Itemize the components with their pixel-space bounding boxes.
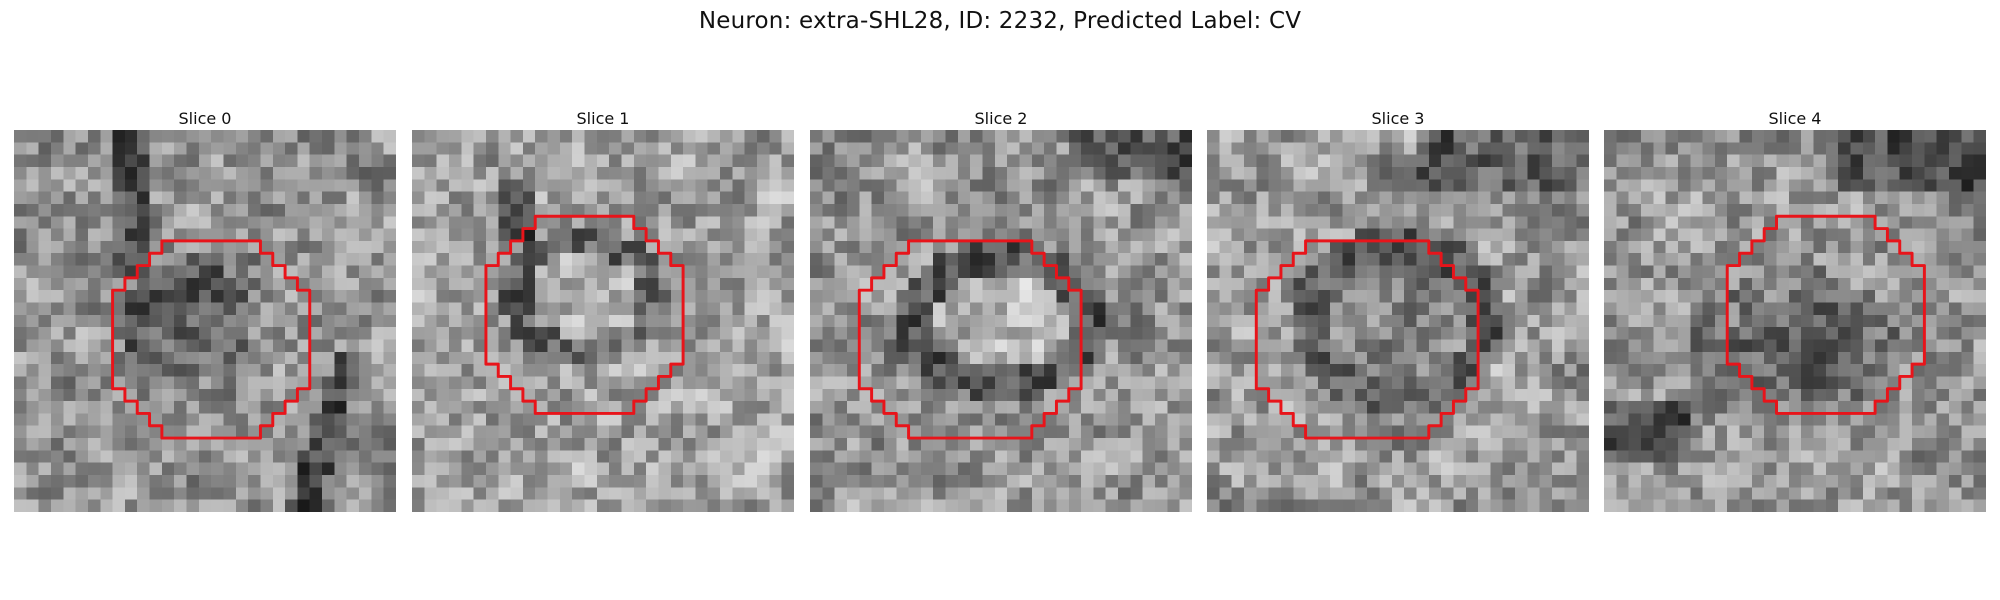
slice-image xyxy=(810,130,1192,512)
slice-image xyxy=(1207,130,1589,512)
grayscale-patch xyxy=(412,130,794,512)
slice-title: Slice 0 xyxy=(178,109,232,128)
slice-title: Slice 2 xyxy=(974,109,1028,128)
mask-outline xyxy=(1254,239,1480,440)
slice-title: Slice 3 xyxy=(1371,109,1425,128)
slice-image xyxy=(14,130,396,512)
mask-outline-path xyxy=(1254,239,1480,440)
slice-panel-3: Slice 3 xyxy=(1207,108,1589,512)
mask-outline xyxy=(111,239,312,440)
mask-outline xyxy=(484,214,685,415)
grayscale-patch xyxy=(14,130,396,512)
grayscale-patch xyxy=(1207,130,1589,512)
mask-outline xyxy=(857,239,1083,440)
slice-panel-4: Slice 4 xyxy=(1604,108,1986,512)
grayscale-patch xyxy=(1604,130,1986,512)
slice-panel-0: Slice 0 xyxy=(14,108,396,512)
figure-title: Neuron: extra-SHL28, ID: 2232, Predicted… xyxy=(698,8,1302,34)
slice-image xyxy=(1604,130,1986,512)
mask-outline-path xyxy=(1725,214,1926,415)
slice-image xyxy=(412,130,794,512)
mask-outline-path xyxy=(484,214,685,415)
mask-outline-path xyxy=(111,239,312,440)
slice-title: Slice 4 xyxy=(1768,109,1822,128)
mask-outline-path xyxy=(857,239,1083,440)
mask-outline xyxy=(1725,214,1926,415)
slice-panel-1: Slice 1 xyxy=(412,108,794,512)
grayscale-patch xyxy=(810,130,1192,512)
slice-panel-2: Slice 2 xyxy=(810,108,1192,512)
slice-title: Slice 1 xyxy=(576,109,630,128)
